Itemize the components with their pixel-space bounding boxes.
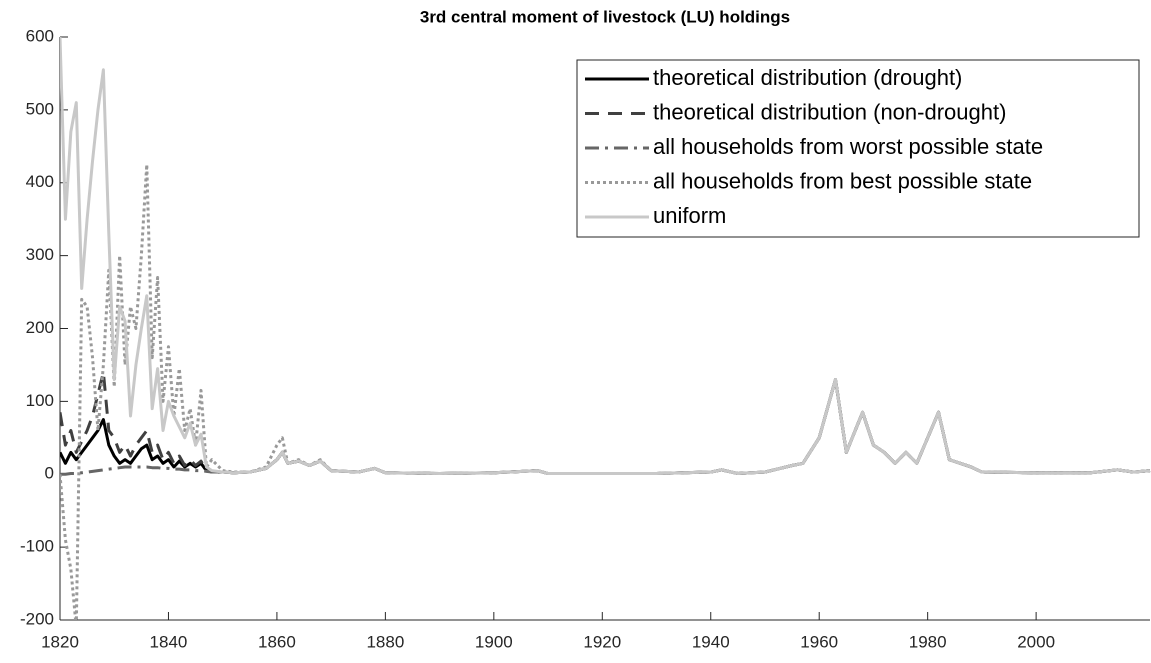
x-tick-label: 1860 [258, 632, 296, 651]
legend-label: uniform [653, 203, 726, 228]
x-tick-label: 1980 [909, 632, 947, 651]
series-line [60, 37, 1151, 476]
x-tick-label: 1920 [583, 632, 621, 651]
y-tick-label: 200 [26, 318, 54, 337]
x-tick-label: 1940 [692, 632, 730, 651]
x-tick-label: 1840 [150, 632, 188, 651]
legend-box [576, 59, 1140, 238]
x-tick-label: 1960 [800, 632, 838, 651]
legend-label: all households from best possible state [653, 168, 1032, 193]
chart-title: 3rd central moment of livestock (LU) hol… [420, 7, 790, 26]
plot-area [60, 37, 1151, 620]
y-tick-label: -200 [20, 609, 54, 628]
legend-label: theoretical distribution (non-drought) [653, 99, 1006, 124]
y-tick-label: 300 [26, 245, 54, 264]
x-tick-label: 1900 [475, 632, 513, 651]
y-tick-label: 500 [26, 99, 54, 118]
series-line [60, 378, 1151, 476]
x-tick-label: 2000 [1017, 632, 1055, 651]
y-tick-label: 600 [26, 26, 54, 45]
series-line [60, 378, 1151, 476]
legend-label: theoretical distribution (drought) [653, 65, 962, 90]
legend-label: all households from worst possible state [653, 134, 1043, 159]
y-tick-label: 0 [45, 464, 54, 483]
y-tick-label: 100 [26, 391, 54, 410]
x-tick-label: 1820 [41, 632, 79, 651]
y-tick-label: -100 [20, 537, 54, 556]
y-tick-label: 400 [26, 172, 54, 191]
x-tick-label: 1880 [366, 632, 404, 651]
series-line [60, 370, 1151, 476]
